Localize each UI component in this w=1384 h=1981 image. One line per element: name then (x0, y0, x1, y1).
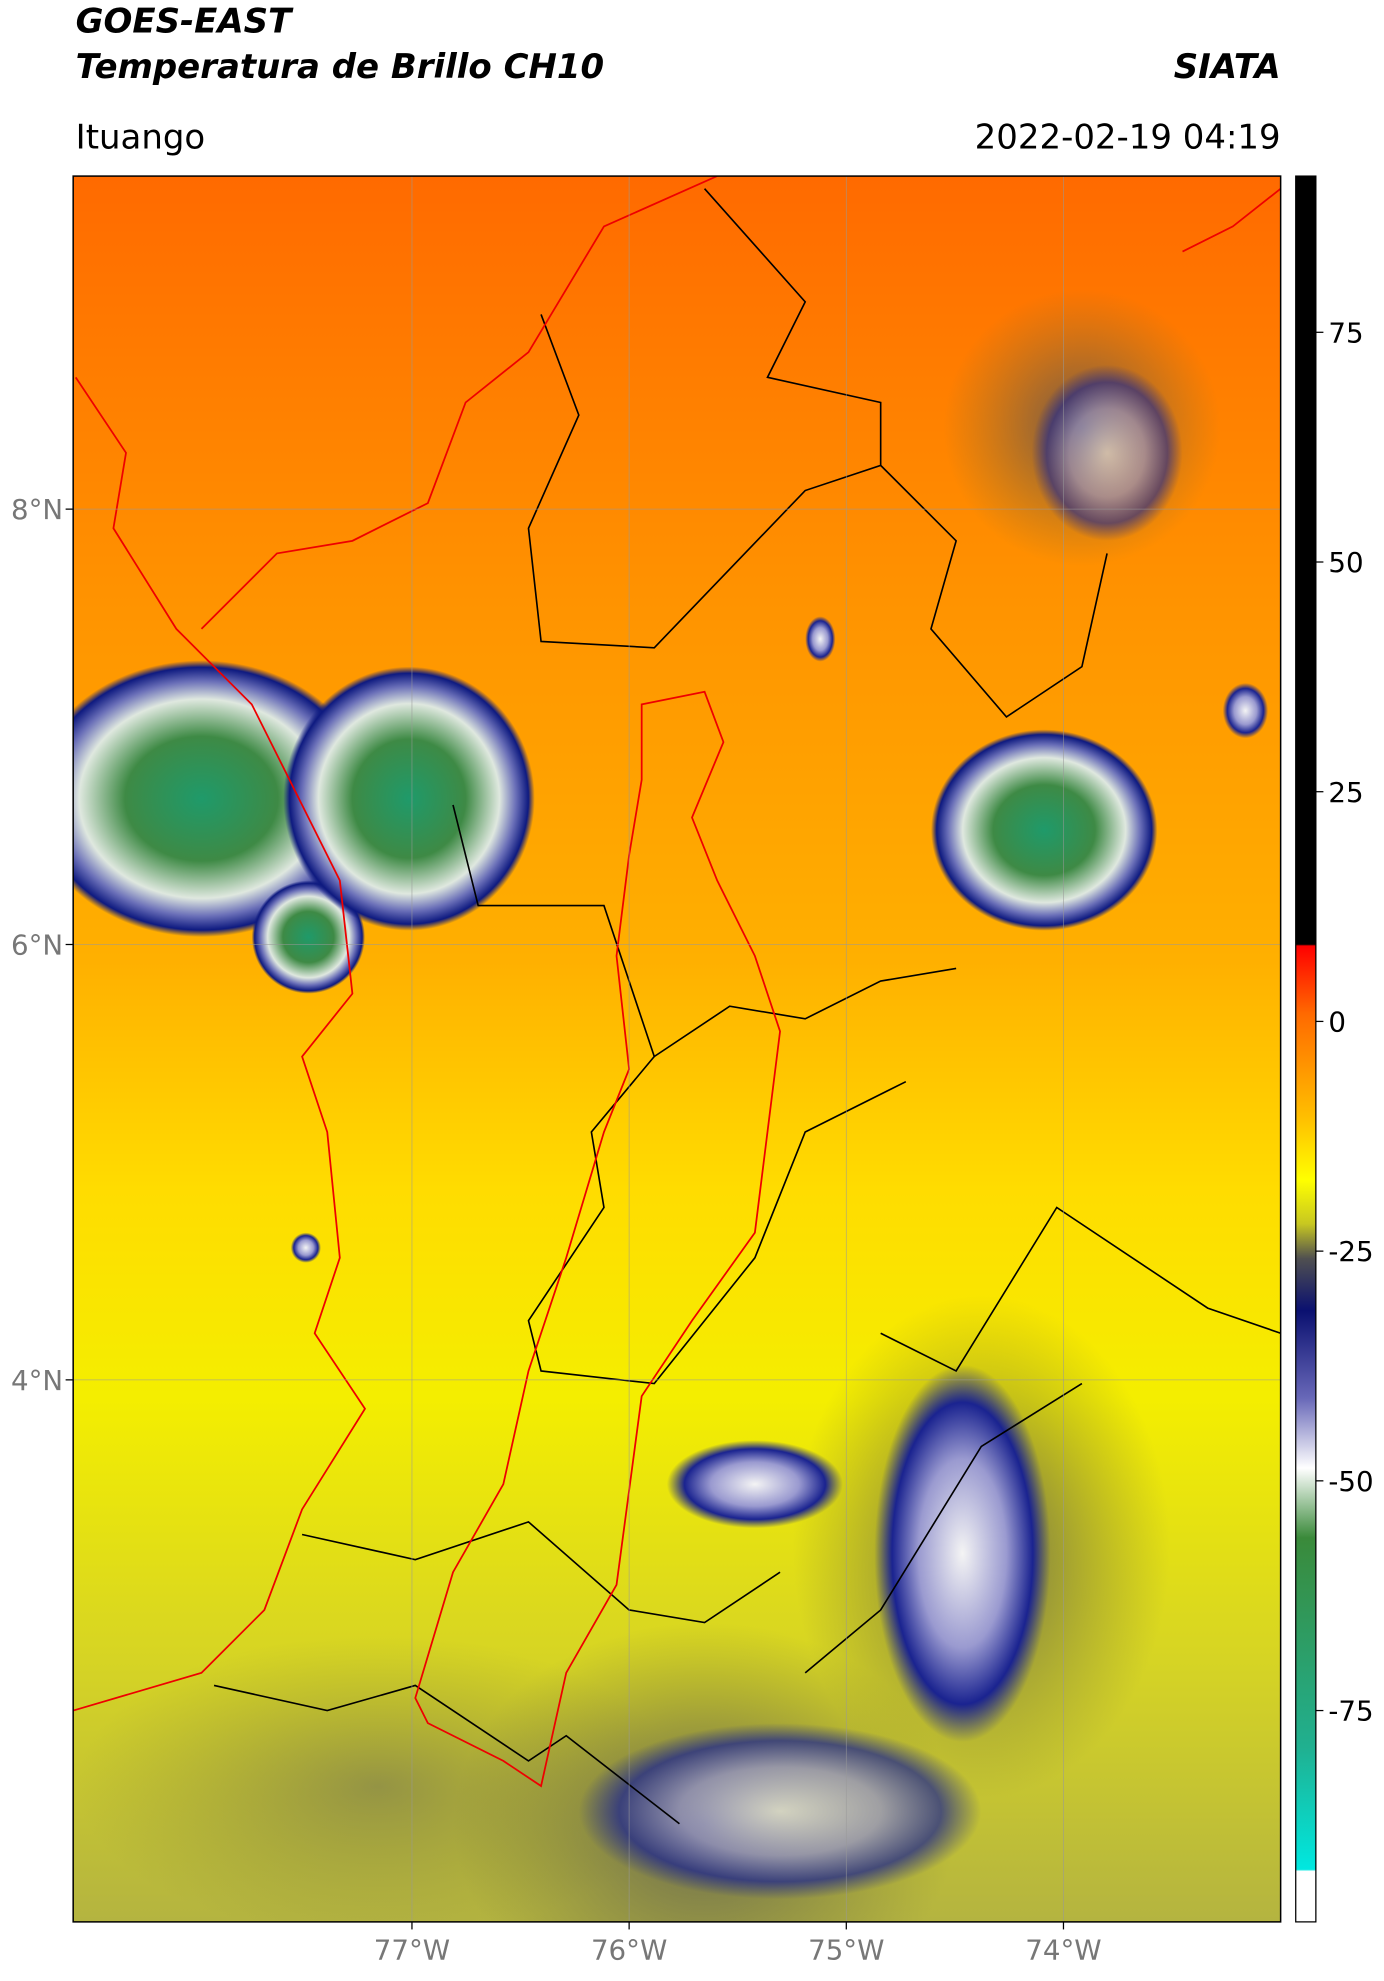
colorbar-tick-label: 0 (1328, 1005, 1346, 1038)
x-tick-label: 75°W (808, 1934, 884, 1967)
subtitle: Temperatura de Brillo CH10 (76, 47, 604, 87)
x-tick-label: 76°W (591, 1934, 667, 1967)
location: Ituango (76, 117, 206, 157)
colorbar-tick-label: -50 (1328, 1465, 1373, 1498)
x-tick-label: 77°W (374, 1934, 450, 1967)
y-tick-label: 4°N (11, 1364, 63, 1397)
x-tick-label: 74°W (1025, 1934, 1101, 1967)
colorbar-tick-label: 25 (1328, 776, 1363, 809)
colorbar-tick-label: -25 (1328, 1235, 1373, 1268)
map-frame (72, 175, 1282, 1923)
y-tick-label: 6°N (11, 929, 63, 962)
colorbar-tick-label: 50 (1328, 546, 1363, 579)
map-image (73, 176, 1281, 1922)
date: 2022-02-19 04:19 (975, 117, 1281, 157)
grid (73, 176, 1281, 1922)
source: SIATA (1174, 47, 1281, 87)
colorbar (1295, 175, 1317, 1923)
y-tick-label: 8°N (11, 493, 63, 526)
colorbar-tick-label: 75 (1328, 316, 1363, 349)
colorbar-tick-label: -75 (1328, 1695, 1373, 1728)
title: GOES-EAST (76, 2, 294, 42)
